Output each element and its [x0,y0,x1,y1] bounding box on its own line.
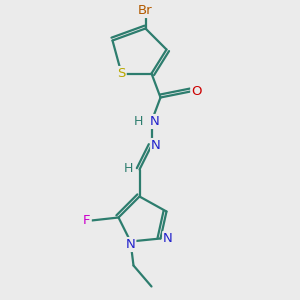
Text: Br: Br [138,4,153,17]
Text: N: N [151,139,161,152]
Text: F: F [83,214,91,227]
Text: S: S [117,67,126,80]
Text: H: H [134,115,144,128]
Text: O: O [191,85,202,98]
Text: H: H [123,161,133,175]
Text: N: N [150,115,159,128]
Text: N: N [163,232,173,245]
Text: N: N [126,238,135,251]
